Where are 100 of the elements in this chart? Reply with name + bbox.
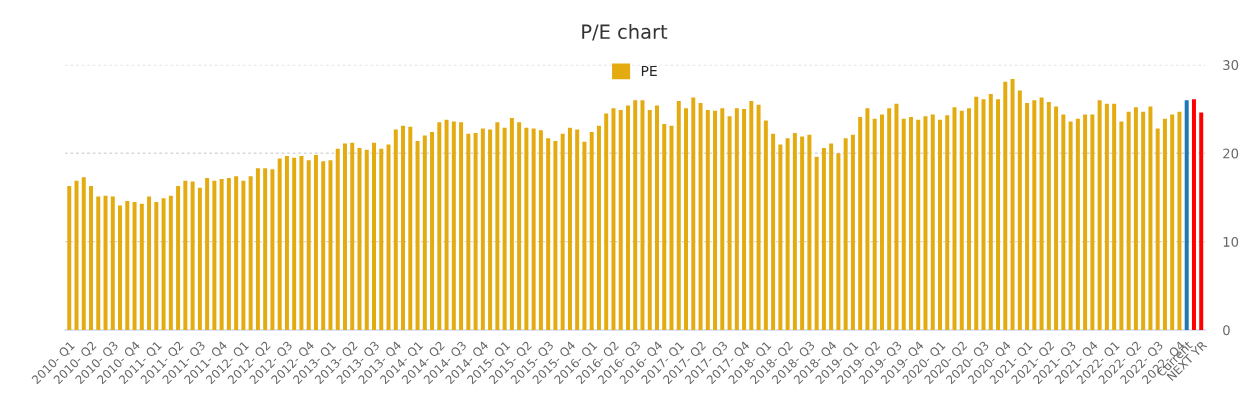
bar	[161, 198, 166, 331]
bar	[967, 108, 972, 331]
bar	[372, 142, 376, 331]
bar	[930, 114, 935, 331]
bar	[1155, 128, 1160, 331]
bar	[618, 109, 623, 331]
bar	[843, 138, 848, 331]
bar	[139, 203, 144, 331]
bar	[1170, 114, 1175, 331]
bar	[1177, 111, 1182, 331]
bar	[901, 118, 906, 331]
bar	[720, 108, 725, 331]
bar	[1017, 90, 1022, 331]
bar	[567, 127, 572, 331]
bar	[270, 169, 275, 331]
bar	[872, 118, 877, 331]
bar	[625, 105, 630, 331]
bar	[829, 143, 834, 331]
bar	[996, 99, 1001, 331]
bar	[575, 129, 580, 331]
bar	[684, 108, 689, 331]
bar	[1112, 103, 1117, 331]
bar	[430, 132, 435, 331]
bar	[1104, 103, 1109, 331]
bar	[1119, 121, 1124, 331]
bar	[669, 125, 674, 331]
bar	[517, 122, 522, 331]
bar	[451, 121, 456, 331]
bar	[945, 115, 950, 331]
bar	[1083, 114, 1088, 331]
bar	[589, 132, 594, 331]
bar	[255, 168, 260, 331]
bar	[988, 94, 993, 331]
bar	[604, 113, 609, 331]
bar	[168, 195, 173, 331]
bar	[335, 148, 340, 331]
bar	[328, 160, 333, 331]
bar	[1199, 112, 1204, 331]
bar	[393, 129, 398, 331]
bar	[263, 168, 268, 331]
bar	[734, 108, 739, 331]
bar	[226, 178, 231, 331]
bar	[234, 176, 239, 331]
bar	[1162, 118, 1167, 331]
bar	[778, 144, 783, 331]
bar	[401, 125, 406, 331]
bar	[1090, 114, 1095, 331]
bar	[1032, 100, 1037, 331]
bar	[219, 178, 224, 331]
bar	[473, 132, 478, 331]
bar	[633, 100, 638, 331]
bar	[1148, 106, 1153, 331]
bar	[676, 101, 681, 331]
bar	[103, 195, 108, 331]
bar	[1039, 97, 1044, 331]
bar	[821, 147, 826, 331]
bar	[705, 109, 710, 331]
bar	[1054, 106, 1059, 331]
bar	[771, 133, 776, 331]
bar	[205, 178, 210, 331]
bar	[74, 180, 79, 331]
bar	[96, 196, 101, 331]
bar	[1068, 121, 1073, 331]
bar	[655, 105, 659, 331]
y-tick-label: 30	[1223, 60, 1239, 71]
bar	[342, 143, 347, 331]
bar	[125, 201, 130, 331]
bar	[67, 185, 72, 331]
bar	[422, 135, 427, 331]
bar	[154, 201, 159, 331]
bar	[923, 116, 928, 331]
bar	[176, 185, 181, 331]
bar	[727, 116, 732, 331]
chart-title: P/E chart	[582, 23, 668, 41]
bar	[386, 144, 391, 331]
bar	[938, 119, 942, 331]
bar	[785, 138, 790, 331]
bar	[959, 110, 964, 331]
bar	[1010, 79, 1015, 331]
bar	[1003, 81, 1008, 331]
bar	[350, 142, 355, 331]
bar	[611, 108, 616, 331]
bar	[147, 196, 152, 331]
bar	[183, 180, 188, 331]
bar	[502, 127, 507, 331]
bar	[850, 134, 855, 331]
bar	[495, 122, 500, 331]
bar	[1126, 111, 1131, 331]
bar	[132, 201, 137, 331]
bar	[509, 117, 514, 331]
bar	[408, 126, 413, 331]
bar	[1061, 114, 1066, 331]
bar	[836, 153, 841, 331]
bar	[807, 134, 812, 331]
bar	[596, 125, 601, 331]
bar	[538, 130, 543, 331]
bar	[306, 160, 311, 331]
bar	[488, 129, 493, 331]
bar	[415, 140, 420, 331]
bar	[792, 132, 797, 331]
